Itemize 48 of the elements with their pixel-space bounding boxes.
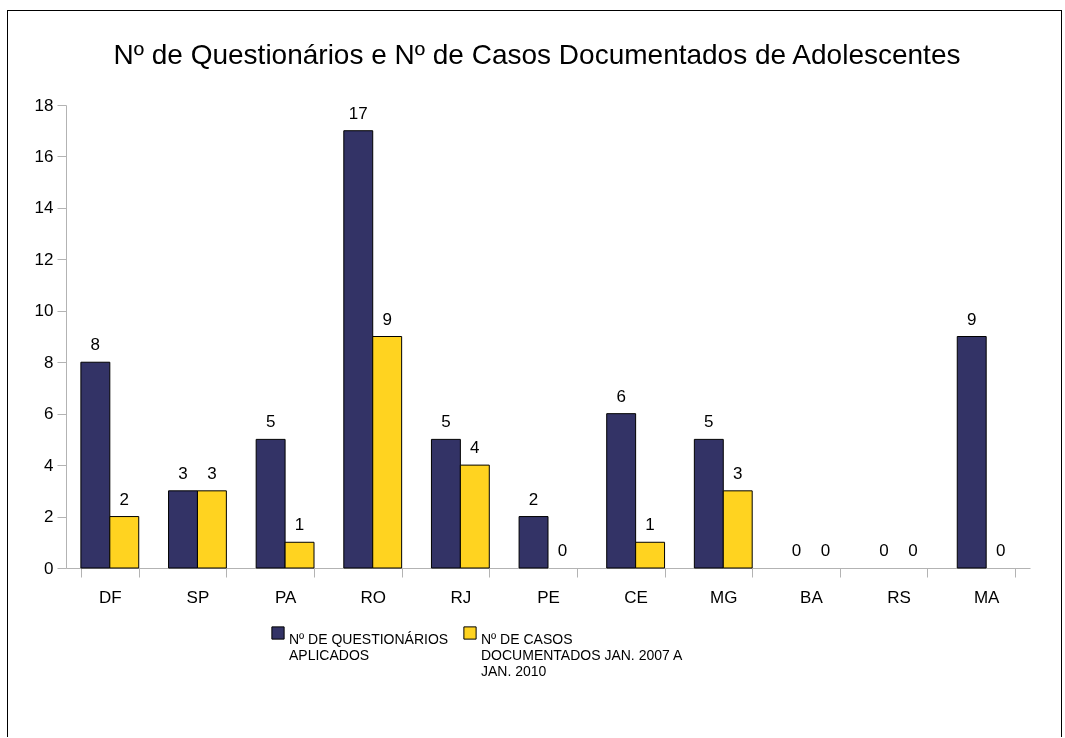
x-tick-label: RS bbox=[887, 587, 911, 607]
x-tick-label: BA bbox=[800, 587, 824, 607]
data-label: 0 bbox=[791, 541, 802, 560]
x-tick-label: CE bbox=[624, 587, 648, 607]
legend-label: Nº DE CASOS DOCUMENTADOS JAN. 2007 A JAN. 2010 bbox=[481, 631, 683, 679]
y-tick-label: 0 bbox=[44, 558, 54, 578]
x-tick-label: RO bbox=[360, 587, 386, 607]
data-label: 5 bbox=[704, 412, 714, 432]
data-label: 1 bbox=[294, 515, 305, 535]
y-tick-label: 10 bbox=[34, 301, 54, 321]
x-tick-label: RJ bbox=[450, 587, 472, 607]
data-label: 9 bbox=[966, 309, 977, 329]
y-tick-label: 16 bbox=[34, 146, 54, 166]
legend-label: Nº DE QUESTIONÁRIOS APLICADOS bbox=[289, 631, 449, 663]
data-label: 5 bbox=[441, 412, 451, 432]
y-tick-label: 4 bbox=[44, 455, 54, 475]
data-label: 3 bbox=[178, 463, 188, 483]
x-tick-label: MG bbox=[710, 587, 738, 607]
data-label: 9 bbox=[382, 309, 392, 329]
y-tick-label: 6 bbox=[44, 404, 54, 424]
data-label: 0 bbox=[879, 541, 889, 560]
x-tick-label: SP bbox=[186, 587, 210, 607]
y-tick-label: 2 bbox=[44, 507, 54, 527]
data-label: 6 bbox=[616, 386, 626, 406]
data-label: 4 bbox=[470, 438, 480, 458]
data-label: 0 bbox=[908, 541, 918, 560]
data-label: 0 bbox=[557, 541, 568, 560]
data-label: 2 bbox=[119, 489, 130, 509]
data-label: 5 bbox=[265, 412, 276, 432]
data-label: 1 bbox=[645, 515, 655, 535]
x-tick-label: PA bbox=[274, 587, 297, 607]
data-label: 2 bbox=[528, 489, 539, 509]
data-label: 8 bbox=[90, 335, 101, 355]
data-label: 0 bbox=[820, 541, 831, 560]
data-label: 3 bbox=[207, 463, 217, 483]
chart-title: Nº de Questionários e Nº de Casos Documentados de Adolescentes bbox=[113, 39, 961, 70]
data-label: 17 bbox=[348, 103, 368, 123]
x-tick-label: DF bbox=[98, 587, 122, 607]
y-tick-label: 8 bbox=[44, 352, 54, 372]
x-tick-label: MA bbox=[973, 587, 1001, 607]
bar bbox=[518, 516, 549, 569]
y-tick-label: 12 bbox=[34, 249, 54, 269]
y-tick-label: 14 bbox=[34, 198, 54, 218]
bar bbox=[956, 336, 987, 569]
data-label: 0 bbox=[995, 541, 1006, 560]
x-tick-label: PE bbox=[537, 587, 560, 607]
y-tick-label: 18 bbox=[34, 95, 54, 115]
data-label: 3 bbox=[733, 463, 743, 483]
